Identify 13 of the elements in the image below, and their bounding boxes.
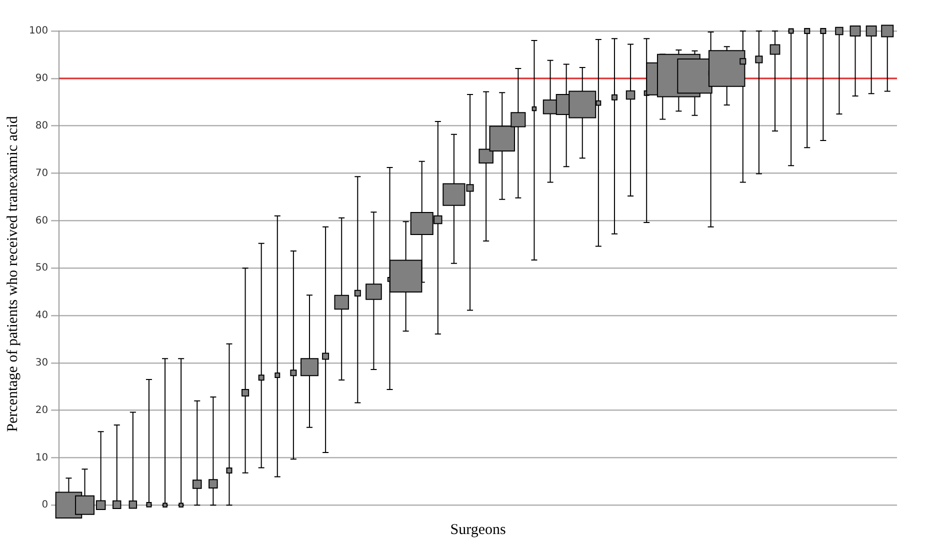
y-tick-label: 50	[35, 262, 48, 274]
x-axis-title: Surgeons	[450, 522, 506, 538]
y-tick-label: 100	[28, 26, 48, 37]
y-tick-label: 70	[35, 168, 48, 179]
y-tick-label: 30	[35, 357, 48, 368]
y-tick-label: 10	[35, 452, 48, 464]
y-tick-label: 80	[35, 120, 48, 132]
y-tick-label: 20	[35, 404, 48, 416]
y-axis-title: Percentage of patients who received tranexamic acid	[4, 116, 21, 432]
y-tick-label: 90	[35, 73, 48, 84]
y-tick-label: 0	[42, 500, 48, 511]
y-tick-label: 40	[35, 310, 48, 322]
y-tick-label: 60	[35, 215, 48, 226]
